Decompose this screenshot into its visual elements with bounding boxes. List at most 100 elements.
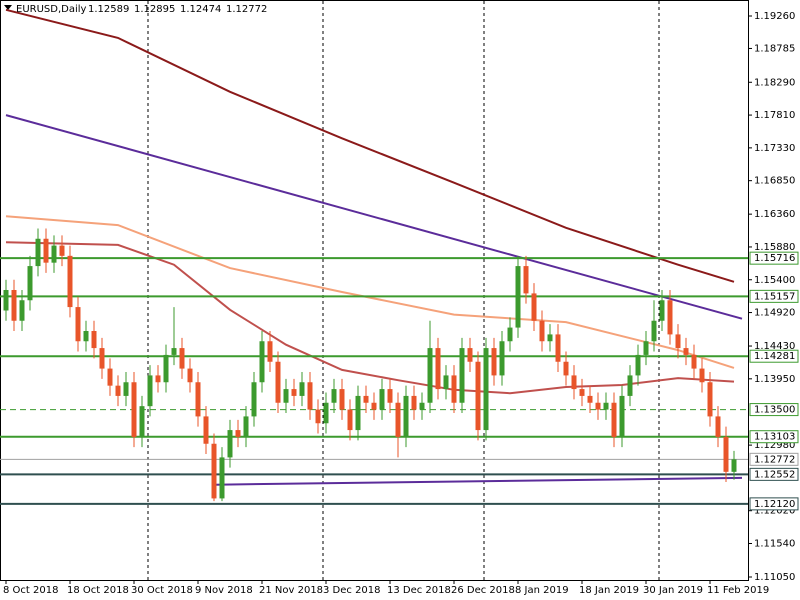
candle-body [43, 238, 49, 263]
candle-body [467, 348, 473, 362]
candle-body [547, 334, 553, 342]
candle-body [611, 402, 617, 437]
candle-body [267, 341, 273, 362]
header-open: 1.12589 [88, 4, 129, 15]
y-tick-label: 1.11540 [754, 539, 795, 550]
candle-body [395, 402, 401, 437]
candle-body [259, 341, 265, 383]
y-tick-label: 1.14920 [754, 308, 795, 319]
y-tick-label: 1.11050 [754, 572, 795, 583]
candle-body [515, 266, 521, 328]
candle-body [99, 348, 105, 369]
candle-body [531, 293, 537, 321]
candle-body [507, 327, 513, 342]
y-tick-label: 1.13950 [754, 374, 795, 385]
candle-body [419, 402, 425, 410]
y-tick-label: 1.15880 [754, 242, 795, 253]
x-tick-label: 18 Oct 2018 [67, 585, 129, 596]
candle-body [275, 361, 281, 403]
indicator-line [5, 114, 743, 320]
symbol-title: EURUSD,Daily [16, 4, 87, 15]
candle-body [699, 368, 705, 383]
x-tick-label: 21 Nov 2018 [259, 585, 323, 596]
candle-body [11, 290, 17, 321]
candle-body [603, 402, 609, 410]
price-level-label-box [749, 430, 799, 444]
candle-body [251, 382, 257, 417]
price-level-label-box [749, 403, 799, 417]
candles [3, 228, 737, 502]
candle-body [283, 389, 289, 403]
candle-body [387, 389, 393, 403]
candle-body [595, 402, 601, 410]
candle-body [379, 389, 385, 410]
price-level-label: 1.15716 [754, 253, 795, 264]
candle-body [75, 307, 81, 342]
price-level-label: 1.15157 [754, 291, 795, 302]
candle-body [403, 395, 409, 437]
x-tick-label: 30 Oct 2018 [131, 585, 193, 596]
price-level-label-box [749, 289, 799, 303]
candle-body [555, 334, 561, 362]
candle-body [67, 255, 73, 308]
candle-body [115, 385, 121, 396]
price-level-label-box [749, 452, 799, 466]
candle-body [27, 266, 33, 301]
candle-body [691, 354, 697, 369]
candle-body [339, 389, 345, 410]
candle-body [563, 361, 569, 376]
candle-body [51, 245, 57, 263]
price-level-label: 1.13103 [754, 432, 795, 443]
candle-body [203, 416, 209, 444]
price-level-label: 1.13500 [754, 405, 795, 416]
indicator-line [213, 476, 743, 486]
price-level-label-box [749, 497, 799, 511]
levels: 1.15716 1.15157 1.14281 1.13500 1.13103 1.127… [0, 251, 799, 511]
candle-body [35, 238, 41, 267]
candle-body [571, 375, 577, 390]
header-low: 1.12474 [180, 4, 221, 15]
candle-body [171, 348, 177, 355]
candle-body [211, 443, 217, 499]
candle-body [3, 290, 9, 311]
candle-body [147, 375, 153, 407]
candle-body [179, 348, 185, 369]
candle-body [243, 416, 249, 437]
indicator-line [5, 241, 735, 395]
candle-body [355, 395, 361, 431]
candle-body [643, 341, 649, 355]
candle-body [59, 245, 65, 256]
x-tick-label: 8 Oct 2018 [3, 585, 58, 596]
candle-body [315, 409, 321, 424]
y-tick-label: 1.14430 [754, 341, 795, 352]
candle-body [619, 395, 625, 437]
candle-body [443, 375, 449, 390]
y-tick-label: 1.17810 [754, 110, 795, 121]
candle-body [587, 395, 593, 403]
x-tick-label: 3 Dec 2018 [323, 585, 381, 596]
candle-body [459, 348, 465, 403]
price-level-label-box [749, 467, 799, 481]
x-tick-label: 26 Dec 2018 [451, 585, 515, 596]
candle-body [235, 430, 241, 437]
price-level-label: 1.12772 [754, 454, 795, 465]
symbol-menu-icon[interactable] [4, 5, 12, 10]
candle-body [331, 389, 337, 403]
candle-body [371, 402, 377, 410]
candle-body [91, 330, 97, 349]
y-tick-label: 1.16360 [754, 209, 795, 220]
indicator-line [5, 215, 735, 369]
x-tick-label: 8 Jan 2019 [515, 585, 569, 596]
y-tick-label: 1.16850 [754, 176, 795, 187]
candle-body [139, 406, 145, 437]
candle-body [219, 457, 225, 499]
candle-body [227, 430, 233, 458]
price-level-label-box [749, 251, 799, 265]
candle-body [163, 354, 169, 383]
price-level-label: 1.12552 [754, 469, 795, 480]
candle-body [483, 348, 489, 431]
candle-body [155, 375, 161, 383]
plot-area [0, 0, 749, 581]
candle-body [499, 341, 505, 376]
